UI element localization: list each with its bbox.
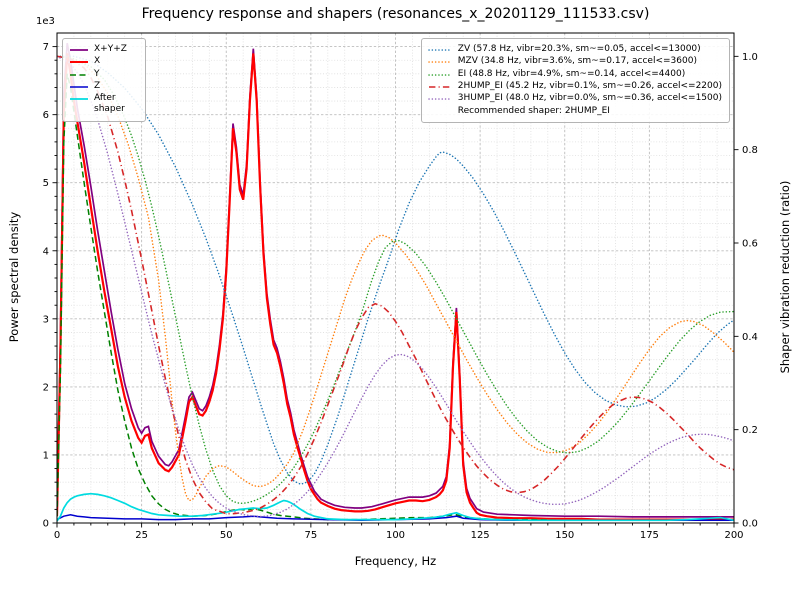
legend-item-shaper-2hump-ei: 2HUMP_EI (45.2 Hz, vibr=0.1%, sm~=0.26, … bbox=[428, 81, 722, 92]
svg-text:0.0: 0.0 bbox=[742, 519, 758, 530]
svg-text:3: 3 bbox=[43, 314, 49, 325]
series-psd-x bbox=[57, 53, 734, 521]
legend-item-psd-x: X bbox=[69, 56, 138, 67]
y-axis-left-label: Power spectral density bbox=[7, 211, 21, 343]
psd-z-legend-line bbox=[70, 86, 88, 88]
svg-text:175: 175 bbox=[640, 530, 659, 541]
y-axis-offset-label: 1e3 bbox=[36, 16, 55, 27]
recommended-shaper-note: Recommended shaper: 2HUMP_EI bbox=[457, 106, 610, 117]
psd-x-legend-line bbox=[70, 61, 88, 64]
svg-text:50: 50 bbox=[220, 530, 233, 541]
svg-text:0.8: 0.8 bbox=[742, 145, 758, 156]
legend-item-psd-after-shaper: After shaper bbox=[69, 93, 138, 116]
shaper-2hump-ei-legend-line bbox=[428, 85, 451, 88]
psd-sum-legend-line bbox=[70, 49, 88, 51]
svg-text:7: 7 bbox=[43, 42, 49, 53]
legend-item-shaper-3hump-ei: 3HUMP_EI (48.0 Hz, vibr=0.0%, sm~=0.36, … bbox=[428, 93, 722, 104]
legend-left: X+Y+Z X Y Z After shaper bbox=[62, 38, 146, 122]
svg-text:1: 1 bbox=[43, 450, 49, 461]
svg-text:0.4: 0.4 bbox=[742, 332, 758, 343]
svg-text:5: 5 bbox=[43, 178, 49, 189]
svg-text:125: 125 bbox=[471, 530, 490, 541]
y-axis-right-label: Shaper vibration reduction (ratio) bbox=[778, 180, 792, 374]
svg-text:25: 25 bbox=[135, 530, 148, 541]
svg-text:4: 4 bbox=[43, 246, 49, 257]
svg-text:6: 6 bbox=[43, 110, 49, 121]
svg-text:0: 0 bbox=[54, 530, 60, 541]
legend-item-shaper-mzv: MZV (34.8 Hz, vibr=3.6%, sm~=0.17, accel… bbox=[428, 56, 722, 67]
legend-item-psd-z: Z bbox=[69, 81, 138, 92]
svg-text:75: 75 bbox=[305, 530, 318, 541]
legend-item-psd-sum: X+Y+Z bbox=[69, 44, 138, 55]
legend-label: EI (48.8 Hz, vibr=4.9%, sm~=0.14, accel<… bbox=[457, 68, 686, 79]
legend-right: ZV (57.8 Hz, vibr=20.3%, sm~=0.05, accel… bbox=[420, 38, 730, 123]
chart-title: Frequency response and shapers (resonanc… bbox=[141, 6, 650, 22]
legend-label: ZV (57.8 Hz, vibr=20.3%, sm~=0.05, accel… bbox=[457, 44, 701, 54]
shaper-ei-legend-line bbox=[428, 73, 452, 76]
svg-text:0: 0 bbox=[43, 519, 49, 530]
legend-label: MZV (34.8 Hz, vibr=3.6%, sm~=0.17, accel… bbox=[457, 56, 697, 67]
legend-item-shaper-ei: EI (48.8 Hz, vibr=4.9%, sm~=0.14, accel<… bbox=[428, 69, 722, 80]
series-psd-after-shaper bbox=[57, 492, 734, 522]
shaper-mzv-legend-line bbox=[428, 61, 452, 63]
legend-label: After shaper bbox=[94, 93, 125, 115]
legend-item-shaper-zv: ZV (57.8 Hz, vibr=20.3%, sm~=0.05, accel… bbox=[428, 44, 722, 55]
svg-text:200: 200 bbox=[724, 530, 743, 541]
series-shaper-3hump-ei bbox=[57, 55, 734, 518]
psd-y-legend-line bbox=[70, 73, 88, 76]
legend-label: X+Y+Z bbox=[94, 44, 127, 54]
shaper-zv-legend-line bbox=[428, 49, 452, 51]
legend-label: 3HUMP_EI (48.0 Hz, vibr=0.0%, sm~=0.36, … bbox=[457, 93, 722, 103]
svg-text:0.6: 0.6 bbox=[742, 239, 758, 250]
legend-right-items: ZV (57.8 Hz, vibr=20.3%, sm~=0.05, accel… bbox=[428, 44, 722, 104]
psd-after-shaper-legend-line bbox=[70, 98, 88, 100]
shaper-3hump-ei-legend-line bbox=[428, 98, 452, 100]
svg-text:1.0: 1.0 bbox=[742, 52, 758, 63]
legend-label: Z bbox=[94, 80, 101, 91]
legend-label: X bbox=[94, 56, 101, 67]
svg-text:100: 100 bbox=[386, 530, 405, 541]
legend-label: Y bbox=[94, 68, 100, 79]
x-axis-label: Frequency, Hz bbox=[354, 554, 437, 568]
legend-label: 2HUMP_EI (45.2 Hz, vibr=0.1%, sm~=0.26, … bbox=[457, 80, 722, 91]
series-shaper-zv bbox=[57, 55, 734, 486]
legend-item-psd-y: Y bbox=[69, 69, 138, 80]
svg-text:150: 150 bbox=[555, 530, 574, 541]
svg-text:0.2: 0.2 bbox=[742, 425, 758, 436]
svg-text:2: 2 bbox=[43, 382, 49, 393]
